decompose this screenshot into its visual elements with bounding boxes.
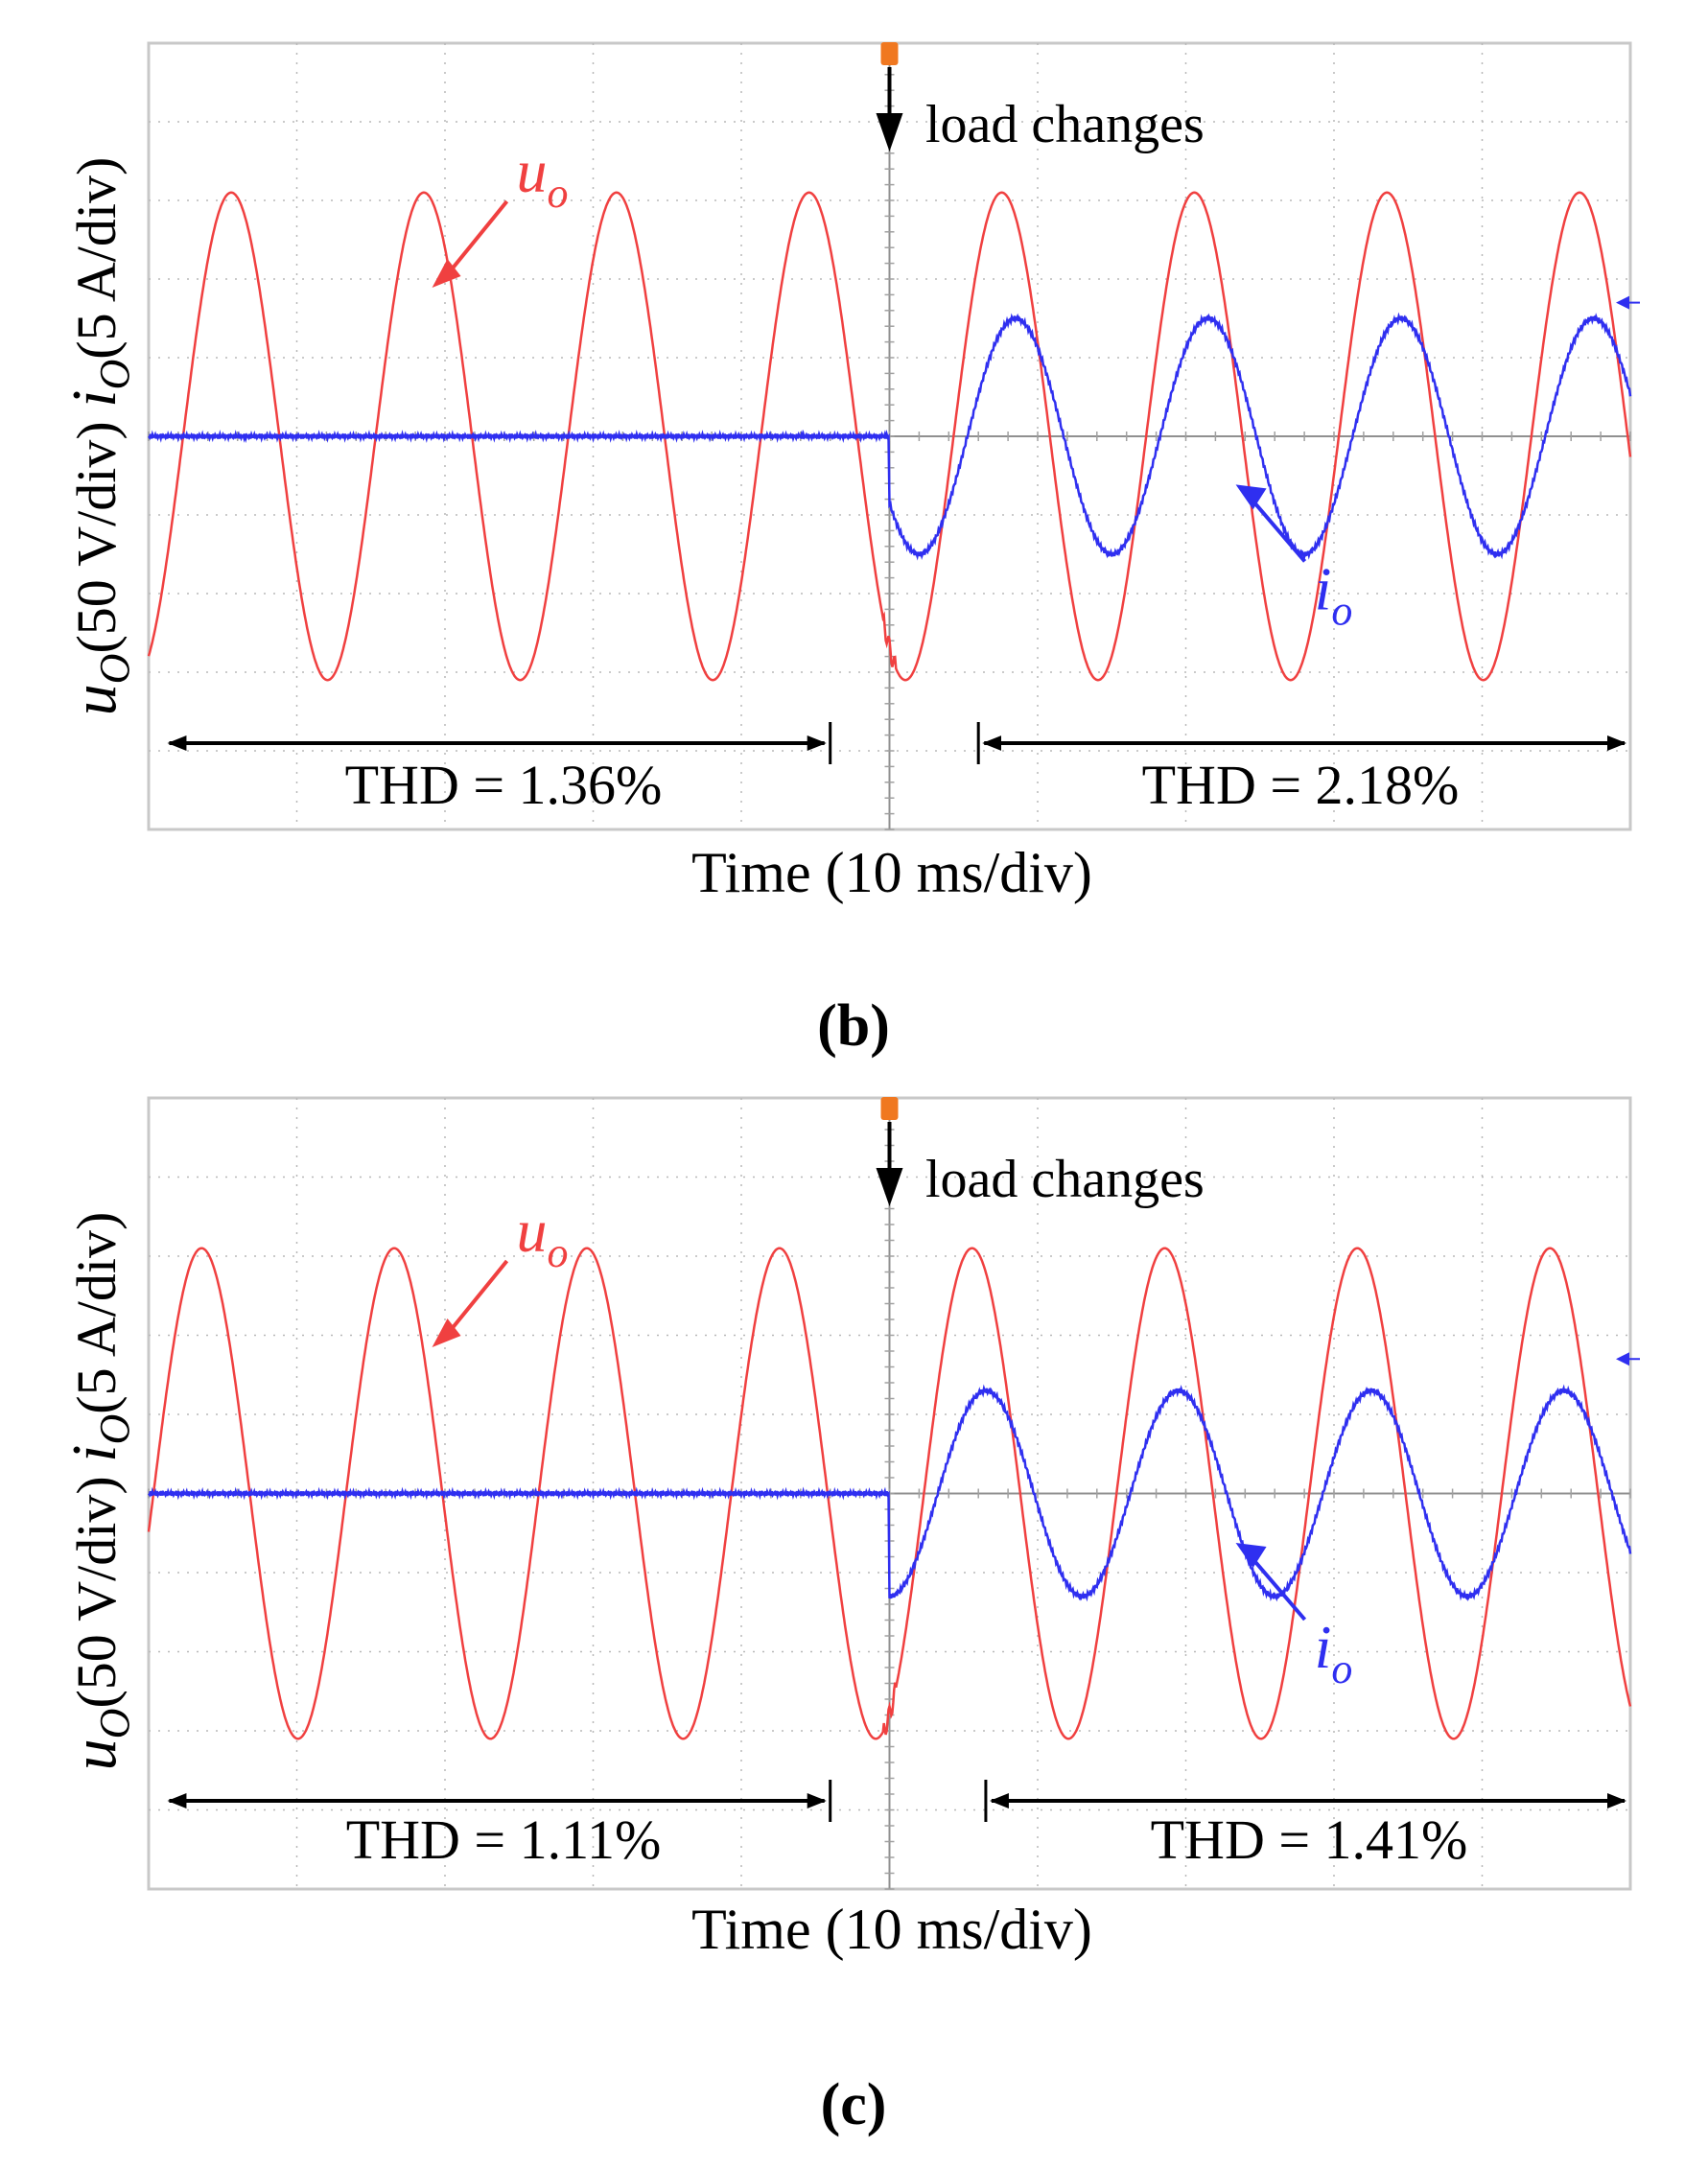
thd-label-left-b: THD = 1.36% — [345, 754, 663, 816]
thd-label-right-b: THD = 2.18% — [1142, 754, 1460, 816]
oscilloscope-panel-b: u o i o uO(50 V/div) iO(5 A/div) — [59, 41, 1640, 831]
y-axis-label-u: u — [59, 684, 129, 715]
y-axis-label-current-scale: (5 A/div) — [65, 1212, 128, 1414]
load-change-arrow-icon — [876, 1168, 903, 1206]
thd-label-left-c: THD = 1.11% — [346, 1808, 662, 1871]
label-i-o-sub: o — [1331, 587, 1352, 634]
trigger-marker-icon — [880, 42, 899, 65]
trigger-marker-icon — [880, 1097, 899, 1120]
load-change-label-b: load changes — [925, 95, 1205, 154]
y-axis-label-i-sub: O — [91, 360, 138, 390]
label-u-o-arrow-icon — [432, 259, 461, 288]
y-axis-label: uO(50 V/div) iO(5 A/div) — [59, 1212, 138, 1771]
label-i-o-arrow-icon — [1235, 1543, 1267, 1568]
oscilloscope-panel-c: u o i o uO(50 V/div) iO(5 A/div) — [59, 1096, 1640, 1891]
current-ref-marker-icon — [1616, 1352, 1629, 1366]
label-i-o-sub: o — [1331, 1645, 1352, 1692]
series-i-o-line — [148, 1384, 1632, 1602]
thd-label-right-c: THD = 1.41% — [1151, 1808, 1468, 1871]
series-i-o-line — [148, 312, 1632, 561]
y-axis-label-voltage-scale: (50 V/div) — [65, 408, 128, 654]
load-change-arrow-icon — [876, 113, 903, 152]
x-axis-label-c: Time (10 ms/div) — [691, 1898, 1092, 1961]
y-axis-label-u-sub: O — [91, 654, 138, 685]
series-u-o-line — [147, 191, 1632, 682]
label-i-o-arrow — [1246, 493, 1307, 563]
current-ref-marker-icon — [1616, 295, 1629, 310]
y-axis-label-i: i — [59, 390, 129, 408]
label-i-o-arrow-icon — [1235, 484, 1267, 510]
label-i-o-arrow — [1246, 1551, 1307, 1622]
series-u-o-line — [147, 1247, 1632, 1740]
y-axis-label-i-sub: O — [91, 1414, 138, 1445]
label-u-o-arrow-icon — [432, 1318, 461, 1347]
y-axis-label-voltage-scale: (50 V/div) — [65, 1462, 128, 1709]
y-axis-label-u-sub: O — [91, 1709, 138, 1739]
label-u-o-arrow — [442, 199, 509, 280]
label-u-o-sub: o — [548, 1229, 569, 1276]
panel-label-b: (b) — [817, 993, 890, 1059]
panel-label-c: (c) — [821, 2072, 887, 2137]
label-u-o-sub: o — [548, 170, 569, 217]
y-axis-label-u: u — [59, 1738, 129, 1770]
label-u-o-arrow — [442, 1259, 509, 1340]
y-axis-label-current-scale: (5 A/div) — [65, 157, 128, 360]
y-axis-label: uO(50 V/div) iO(5 A/div) — [59, 157, 138, 716]
load-change-label-c: load changes — [925, 1150, 1205, 1209]
x-axis-label-b: Time (10 ms/div) — [691, 841, 1092, 904]
y-axis-label-i: i — [59, 1445, 129, 1462]
